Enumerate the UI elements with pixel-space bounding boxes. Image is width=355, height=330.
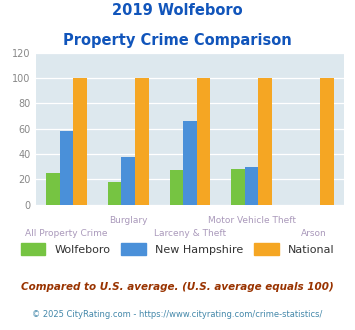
Text: Burglary: Burglary — [109, 216, 147, 225]
Bar — [108, 182, 121, 205]
Bar — [231, 169, 245, 205]
Bar — [245, 167, 258, 205]
Text: Larceny & Theft: Larceny & Theft — [154, 229, 226, 238]
Bar — [60, 131, 73, 205]
Bar — [258, 78, 272, 205]
Bar — [135, 78, 148, 205]
Text: © 2025 CityRating.com - https://www.cityrating.com/crime-statistics/: © 2025 CityRating.com - https://www.city… — [32, 310, 323, 319]
Bar — [197, 78, 210, 205]
Bar — [121, 156, 135, 205]
Bar — [320, 78, 334, 205]
Legend: Wolfeboro, New Hampshire, National: Wolfeboro, New Hampshire, National — [21, 243, 334, 255]
Text: Property Crime Comparison: Property Crime Comparison — [63, 33, 292, 48]
Text: All Property Crime: All Property Crime — [25, 229, 108, 238]
Text: 2019 Wolfeboro: 2019 Wolfeboro — [112, 3, 243, 18]
Bar — [183, 121, 197, 205]
Bar — [73, 78, 87, 205]
Text: Arson: Arson — [301, 229, 326, 238]
Bar — [46, 173, 60, 205]
Text: Compared to U.S. average. (U.S. average equals 100): Compared to U.S. average. (U.S. average … — [21, 282, 334, 292]
Bar — [170, 170, 183, 205]
Text: Motor Vehicle Theft: Motor Vehicle Theft — [208, 216, 296, 225]
